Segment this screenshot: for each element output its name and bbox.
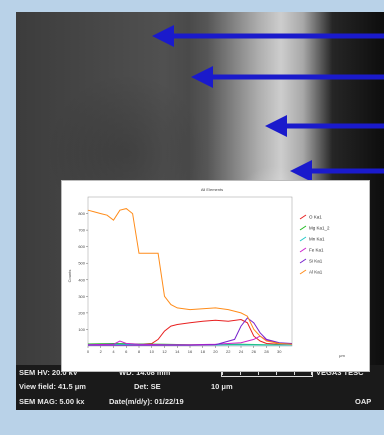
x-tick-label: 14 [175,349,180,354]
plot-area: 0 2 4 6 8 10 12 14 16 18 20 22 24 26 28 301002003004005… [78,196,293,354]
x-tick-label: 18 [201,349,206,354]
x-tick-label: 28 [264,349,269,354]
chart-legend: O Ka1 Mg Ka1_2 Mn Ka1 Fe Ka1 Si Ka1 Al Ka1 [299,214,330,275]
legend-swatch [299,269,307,275]
x-tick-label: 22 [226,349,231,354]
wd-label: WD: 14.08 mm [119,368,170,377]
x-tick-label: 8 [138,349,141,354]
scale-bar [221,371,313,377]
x-axis-label: μm [339,353,345,358]
legend-label: Mg Ka1_2 [309,226,330,231]
x-tick-label: 12 [162,349,167,354]
mag-label: SEM MAG: 5.00 kx [19,397,85,406]
detector-label: Det: SE [134,382,161,391]
y-tick-label: 200 [78,310,85,315]
x-tick-label: 6 [125,349,128,354]
series-line [88,317,293,346]
scale-label: 10 μm [211,382,233,391]
legend-swatch [299,225,307,231]
legend-label: O Ka1 [309,215,322,220]
brand-label: VEGA3 TESC [316,368,364,377]
y-tick-label: 300 [78,294,85,299]
x-tick-label: 26 [252,349,257,354]
y-tick-label: 600 [78,244,85,249]
y-tick-label: 800 [78,211,85,216]
legend-label: Fe Ka1 [309,248,324,253]
y-axis-label: Counts [67,270,72,283]
legend-label: Al Ka1 [309,270,323,275]
x-tick-label: 2 [100,349,103,354]
arrow-2 [191,66,384,88]
y-tick-label: 500 [78,261,85,266]
legend-swatch [299,236,307,242]
y-tick-label: 700 [78,228,85,233]
arrow-4 [290,160,384,182]
x-tick-label: 30 [277,349,282,354]
arrow-1 [152,25,384,47]
sem-info-footer: SEM HV: 20.0 kV WD: 14.08 mm VEGA3 TESC … [16,365,384,410]
oap-label: OAP [355,397,372,406]
x-tick-label: 20 [213,349,218,354]
view-field-label: View field: 41.5 μm [19,382,86,391]
x-tick-label: 16 [188,349,193,354]
x-tick-label: 24 [239,349,244,354]
hv-label: SEM HV: 20.0 kV [19,368,78,377]
line-scan-chart: All Elements Counts μm 0 2 4 6 8 10 12 14 16 18 20… [61,180,370,372]
legend-swatch [299,214,307,220]
x-tick-label: 10 [150,349,155,354]
date-label: Date(m/d/y): 01/22/19 [109,397,184,406]
chart-svg: All Elements Counts μm 0 2 4 6 8 10 12 14 16 18 20… [67,187,345,358]
chart-title: All Elements [201,187,223,192]
legend-label: Si Ka1 [309,259,323,264]
y-tick-label: 100 [78,327,85,332]
legend-swatch [299,258,307,264]
y-tick-label: 400 [78,277,85,282]
legend-swatch [299,247,307,253]
plot-frame [87,196,293,347]
series-line [87,208,293,345]
series-line [88,318,292,345]
arrow-3 [265,115,384,137]
x-tick-label: 0 [87,349,90,354]
x-tick-label: 4 [112,349,115,354]
legend-label: Mn Ka1 [309,237,325,242]
